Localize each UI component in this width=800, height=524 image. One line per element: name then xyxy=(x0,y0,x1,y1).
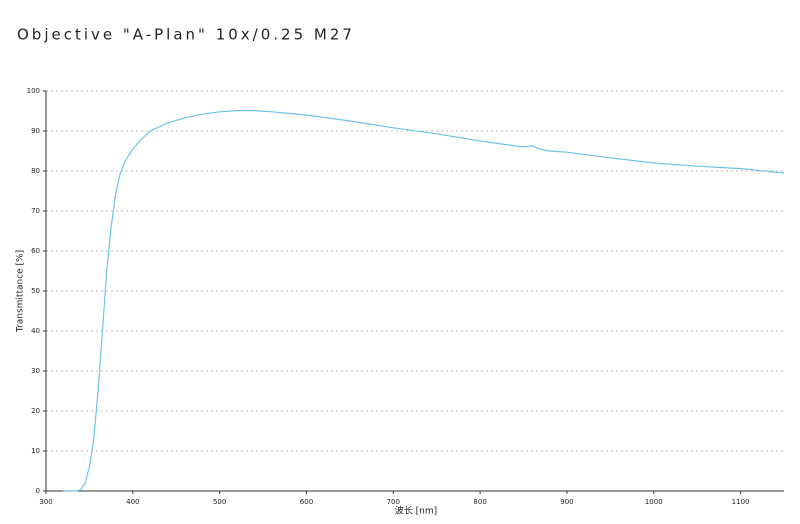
x-tick-label: 900 xyxy=(560,498,573,506)
y-tick-label: 100 xyxy=(27,87,40,95)
x-tick-label: 800 xyxy=(473,498,486,506)
x-tick-label: 500 xyxy=(213,498,226,506)
y-tick-label: 90 xyxy=(31,127,40,135)
y-tick-label: 80 xyxy=(31,167,40,175)
x-tick-label: 1000 xyxy=(645,498,663,506)
chart-title: Objective "A-Plan" 10x/0.25 M27 xyxy=(17,26,355,44)
y-tick-label: 0 xyxy=(36,487,40,495)
x-tick-label: 1100 xyxy=(732,498,750,506)
x-tick-label: 300 xyxy=(39,498,52,506)
x-tick-label: 700 xyxy=(387,498,400,506)
y-tick-label: 20 xyxy=(31,407,40,415)
y-tick-label: 30 xyxy=(31,367,40,375)
x-tick-label: 600 xyxy=(300,498,313,506)
y-tick-label: 70 xyxy=(31,207,40,215)
y-tick-label: 60 xyxy=(31,247,40,255)
x-tick-label: 400 xyxy=(126,498,139,506)
x-axis-label: 波长 [nm] xyxy=(395,505,437,517)
y-tick-label: 40 xyxy=(31,327,40,335)
y-tick-label: 10 xyxy=(31,447,40,455)
y-axis-label: Transmittance [%] xyxy=(16,250,26,333)
data-line xyxy=(63,110,785,492)
y-tick-label: 50 xyxy=(31,287,40,295)
